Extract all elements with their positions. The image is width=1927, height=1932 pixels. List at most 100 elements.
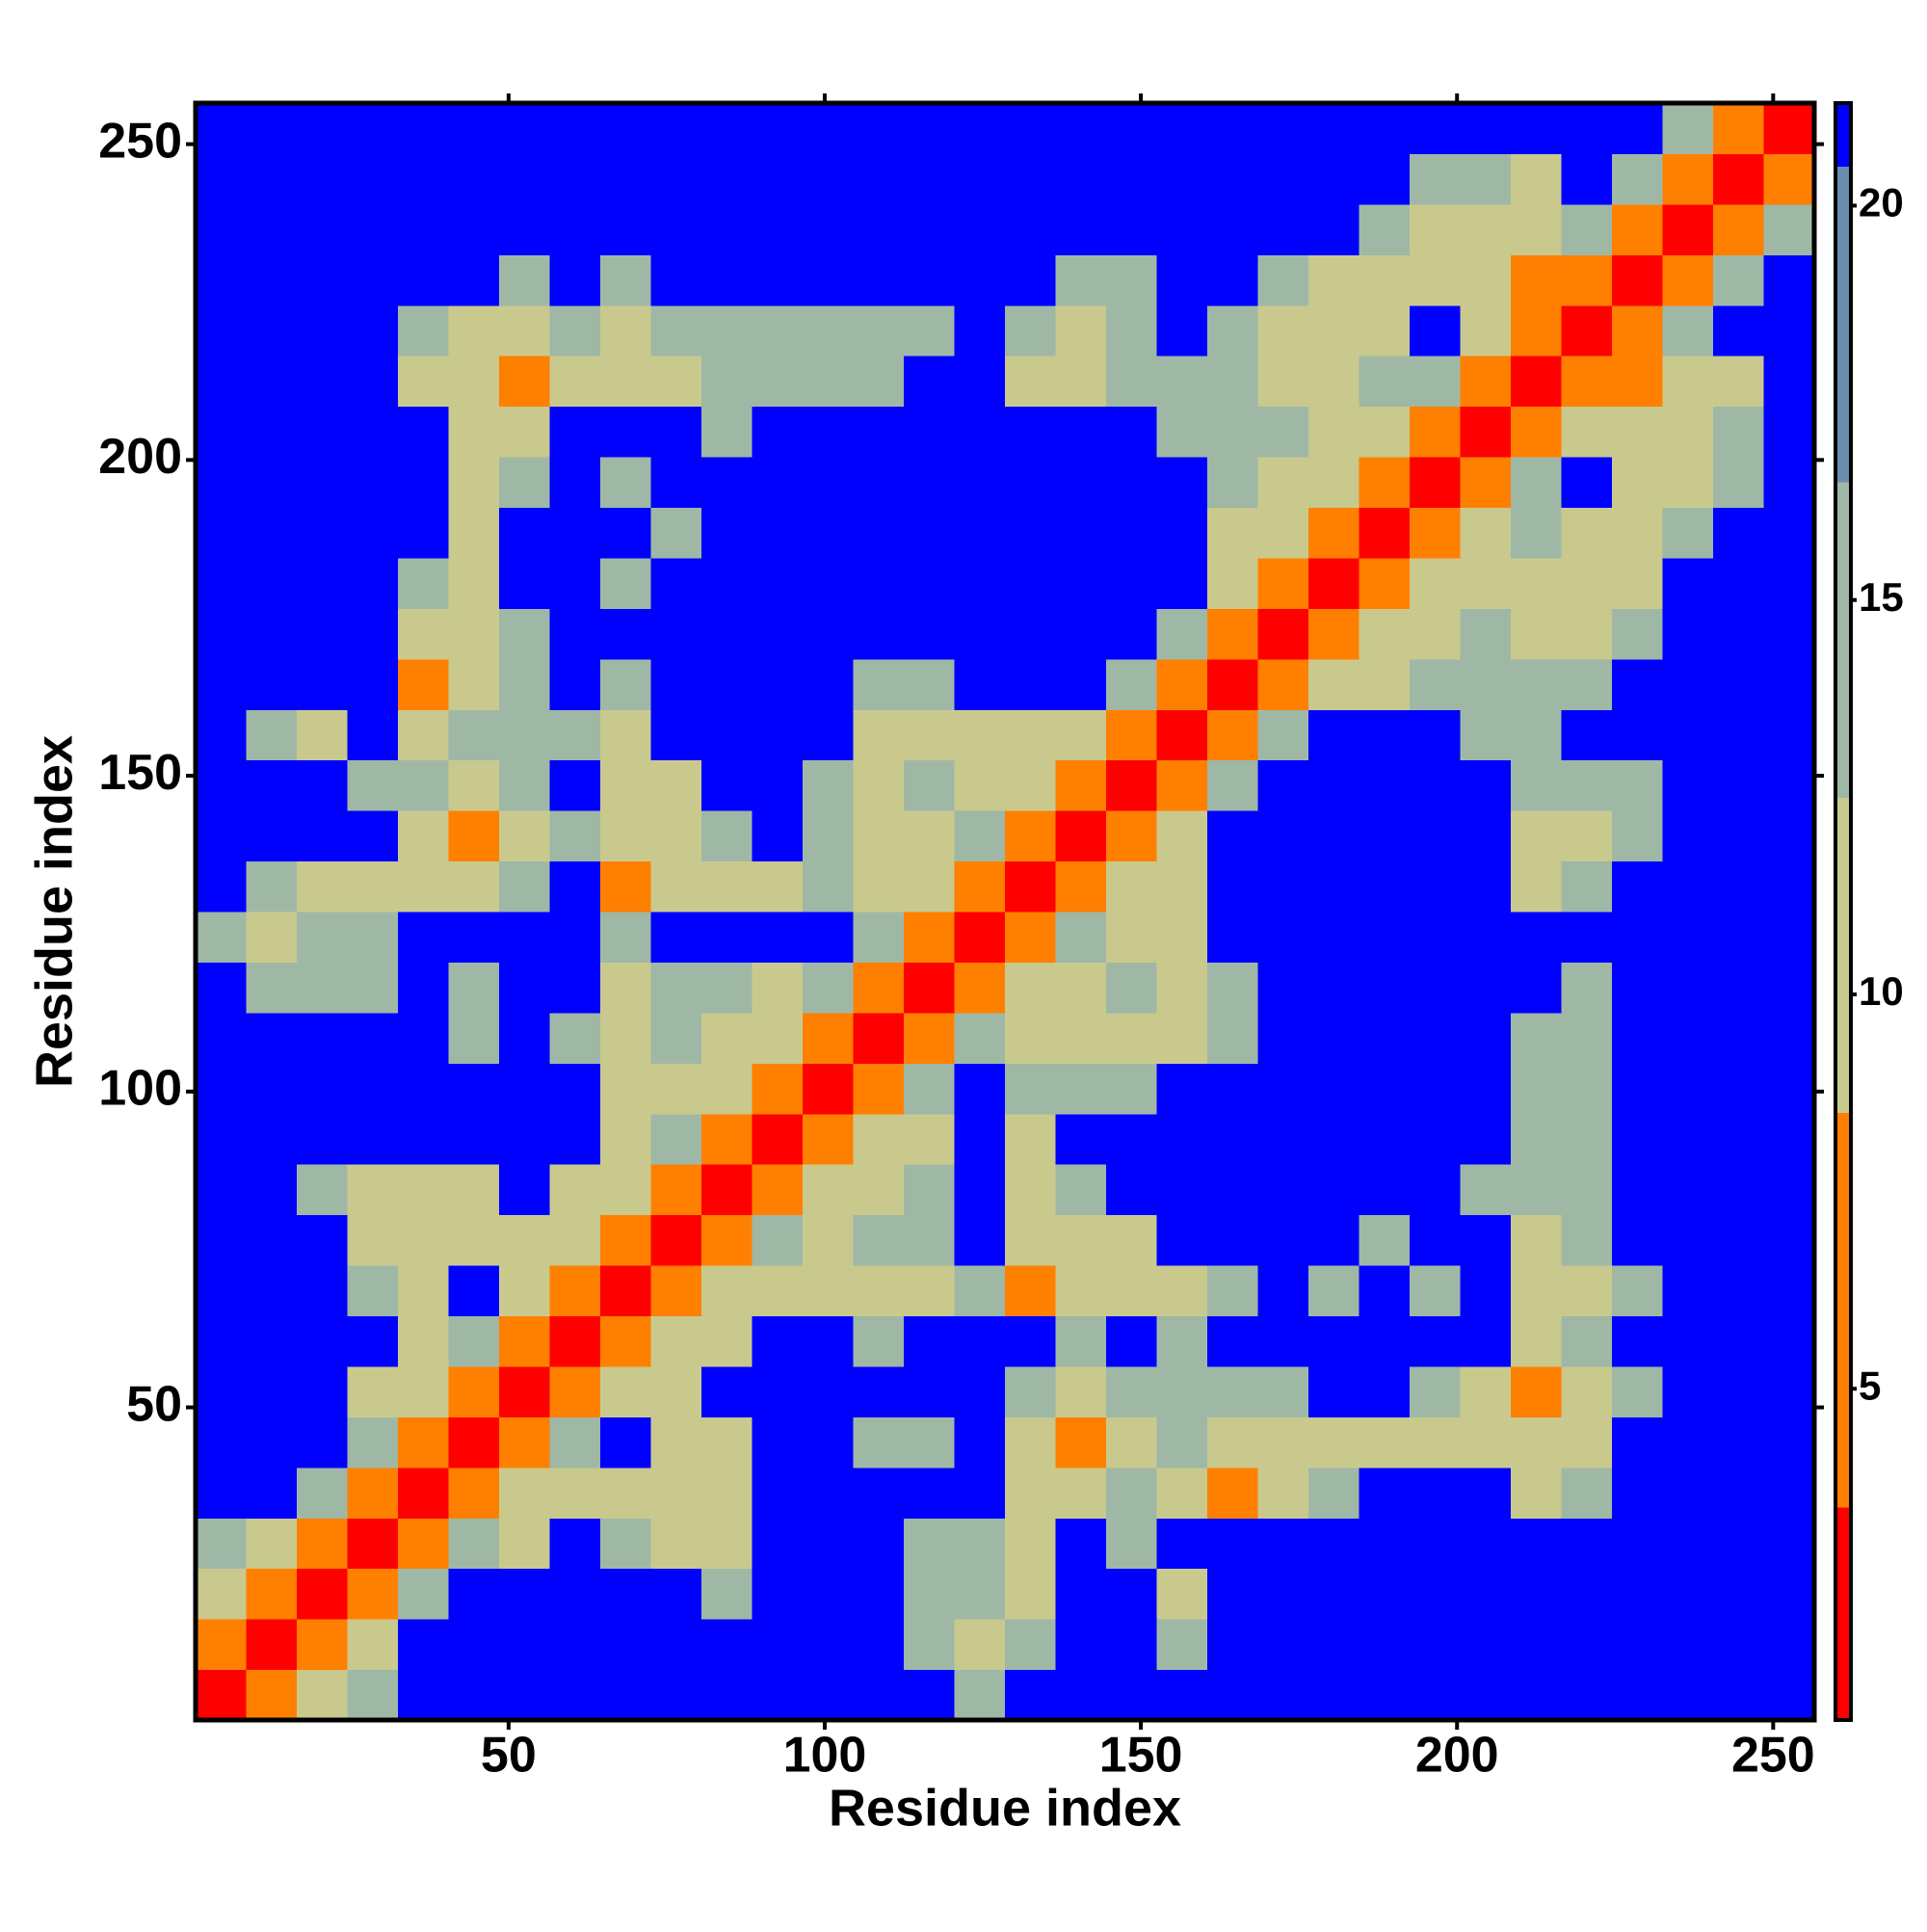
heatmap-cell: [701, 1518, 752, 1570]
heatmap-cell: [1763, 103, 1815, 154]
heatmap-cell: [1106, 304, 1157, 357]
heatmap-cell: [1005, 254, 1056, 306]
heatmap-cell: [954, 103, 1006, 154]
heatmap-cell: [1005, 759, 1056, 811]
heatmap-cell: [803, 1467, 854, 1519]
heatmap-cell: [853, 304, 905, 357]
heatmap-cell: [600, 406, 651, 458]
heatmap-cell: [752, 912, 804, 963]
heatmap-cell: [549, 153, 601, 205]
colorbar-band: [1835, 166, 1851, 483]
heatmap-cell: [1511, 1365, 1562, 1417]
heatmap-cell: [499, 658, 550, 710]
heatmap-cell: [1410, 608, 1461, 660]
heatmap-cell: [650, 1214, 702, 1266]
colorbar-band: [1835, 797, 1851, 1114]
heatmap-cell: [1612, 1063, 1663, 1115]
heatmap-cell: [1662, 1113, 1714, 1165]
heatmap-cell: [1763, 658, 1815, 710]
heatmap-cell: [701, 608, 752, 660]
heatmap-cell: [1460, 203, 1512, 255]
heatmap-cell: [1207, 356, 1258, 408]
heatmap-cell: [1308, 1265, 1359, 1316]
heatmap-cell: [1106, 1214, 1157, 1266]
heatmap-cell: [1156, 153, 1208, 205]
heatmap-cell: [1763, 1214, 1815, 1266]
y-tick-label: 50: [126, 1376, 182, 1432]
heatmap-cell: [1460, 254, 1512, 306]
heatmap-cell: [1763, 759, 1815, 811]
heatmap-cell: [1257, 1164, 1309, 1216]
heatmap-cell: [1308, 658, 1359, 710]
heatmap-cell: [701, 356, 752, 408]
heatmap-cell: [297, 1012, 348, 1064]
heatmap-cell: [549, 507, 601, 559]
heatmap-cell: [1005, 810, 1056, 862]
heatmap-cell: [1561, 1669, 1613, 1721]
plot-frame: [193, 100, 1817, 1723]
heatmap-cell: [196, 1315, 247, 1367]
heatmap-cell: [1308, 709, 1359, 761]
heatmap-cell: [1207, 304, 1258, 357]
heatmap-cell: [549, 1164, 601, 1216]
heatmap-cell: [398, 103, 449, 154]
heatmap-cell: [1359, 254, 1411, 306]
heatmap-cell: [196, 1669, 247, 1721]
heatmap-cell: [954, 153, 1006, 205]
heatmap-cell: [297, 1416, 348, 1469]
heatmap-cell: [954, 203, 1006, 255]
heatmap-cell: [752, 608, 804, 660]
heatmap-cell: [1055, 203, 1107, 255]
heatmap-cell: [297, 709, 348, 761]
heatmap-cell: [1662, 304, 1714, 357]
heatmap-cell: [1460, 912, 1512, 963]
heatmap-cell: [1308, 962, 1359, 1014]
heatmap-cell: [853, 507, 905, 559]
heatmap-cell: [1662, 810, 1714, 862]
heatmap-cell: [1511, 1113, 1562, 1165]
heatmap-cell: [1055, 912, 1107, 963]
heatmap-cell: [1763, 1416, 1815, 1469]
heatmap-cell: [1713, 1315, 1764, 1367]
heatmap-cell: [1662, 1365, 1714, 1417]
heatmap-cell: [1460, 860, 1512, 913]
y-tick-label: 250: [98, 113, 182, 169]
heatmap-cell: [1359, 103, 1411, 154]
heatmap-cell: [1156, 1467, 1208, 1519]
heatmap-cell: [246, 1315, 298, 1367]
heatmap-cell: [1410, 1265, 1461, 1316]
heatmap-cell: [904, 153, 955, 205]
heatmap-cell: [1763, 254, 1815, 306]
heatmap-cell: [347, 1164, 399, 1216]
heatmap-cell: [1763, 1365, 1815, 1417]
heatmap-cell: [803, 457, 854, 508]
heatmap-cell: [347, 1113, 399, 1165]
heatmap-cell: [1156, 507, 1208, 559]
heatmap-cell: [1713, 1063, 1764, 1115]
heatmap-cell: [297, 1113, 348, 1165]
heatmap-cell: [1055, 406, 1107, 458]
heatmap-cell: [600, 962, 651, 1014]
heatmap-cell: [297, 356, 348, 408]
heatmap-cell: [398, 1619, 449, 1671]
colorbar-band: [1835, 1112, 1851, 1508]
heatmap-cell: [246, 810, 298, 862]
heatmap-cell: [196, 1518, 247, 1570]
heatmap-cell: [954, 1365, 1006, 1417]
heatmap-cell: [549, 1568, 601, 1620]
heatmap-cell: [398, 912, 449, 963]
heatmap-cell: [1410, 658, 1461, 710]
heatmap-cell: [701, 406, 752, 458]
heatmap-cell: [1308, 507, 1359, 559]
heatmap-cell: [398, 1214, 449, 1266]
heatmap-cell: [1207, 406, 1258, 458]
heatmap-cell: [1612, 709, 1663, 761]
heatmap-cell: [398, 1063, 449, 1115]
heatmap-cell: [1511, 860, 1562, 913]
heatmap-cell: [752, 860, 804, 913]
heatmap-cell: [1156, 457, 1208, 508]
heatmap-cell: [1662, 1012, 1714, 1064]
heatmap-cell: [853, 1669, 905, 1721]
heatmap-cell: [1156, 203, 1208, 255]
heatmap-cell: [499, 356, 550, 408]
